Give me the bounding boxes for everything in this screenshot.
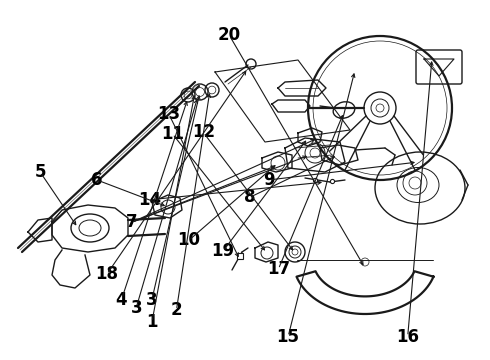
Text: 8: 8 (244, 188, 256, 206)
Text: 12: 12 (192, 123, 215, 141)
Text: 7: 7 (125, 213, 137, 231)
Text: 3: 3 (146, 291, 158, 309)
Text: 4: 4 (116, 291, 127, 309)
Text: 16: 16 (396, 328, 419, 346)
Text: 6: 6 (91, 171, 103, 189)
Text: 1: 1 (146, 313, 158, 331)
Text: 11: 11 (161, 125, 184, 143)
Text: 3: 3 (130, 299, 142, 317)
Text: 14: 14 (138, 191, 161, 209)
Text: 20: 20 (218, 26, 241, 44)
Text: 9: 9 (263, 171, 274, 189)
Text: 5: 5 (34, 163, 46, 181)
Text: 18: 18 (96, 265, 118, 283)
Text: 13: 13 (157, 105, 181, 123)
Text: 19: 19 (211, 242, 235, 260)
Text: 17: 17 (267, 260, 290, 278)
Text: 15: 15 (277, 328, 299, 346)
Text: 10: 10 (177, 231, 200, 249)
Text: 2: 2 (171, 301, 182, 319)
